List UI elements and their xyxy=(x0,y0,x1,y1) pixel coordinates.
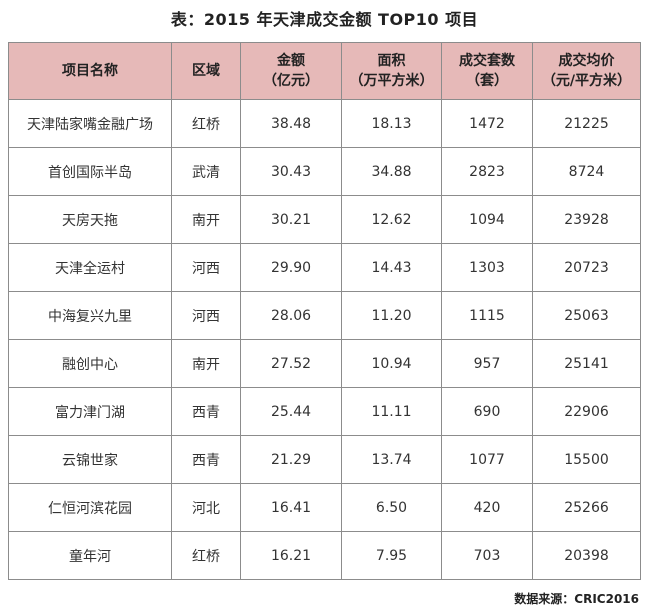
table-title: 表：2015 年天津成交金额 TOP10 项目 xyxy=(170,10,479,29)
data-source-note: 数据来源：CRIC2016 xyxy=(514,592,639,606)
header-line2: （万平方米） xyxy=(349,73,434,89)
header-line1: 成交套数 xyxy=(459,53,515,69)
cell-amount: 30.21 xyxy=(240,195,342,244)
cell-units: 1472 xyxy=(441,99,533,148)
cell-area: 10.94 xyxy=(341,339,442,388)
header-line2: （元/平方米） xyxy=(541,73,632,89)
cell-area: 11.20 xyxy=(341,291,442,340)
cell-avg-price: 20723 xyxy=(532,243,641,292)
header-district: 区域 xyxy=(171,42,241,100)
header-avg-price: 成交均价 （元/平方米） xyxy=(532,42,641,100)
cell-units: 1303 xyxy=(441,243,533,292)
cell-amount: 25.44 xyxy=(240,387,342,436)
cell-area: 18.13 xyxy=(341,99,442,148)
header-units: 成交套数 （套） xyxy=(441,42,533,100)
cell-units: 703 xyxy=(441,531,533,580)
table-row: 天津全运村 河西 29.90 14.43 1303 20723 xyxy=(8,243,641,292)
header-amount: 金额 （亿元） xyxy=(240,42,342,100)
cell-units: 1094 xyxy=(441,195,533,244)
cell-project-name: 中海复兴九里 xyxy=(8,291,172,340)
header-line1: 项目名称 xyxy=(62,63,118,79)
cell-district: 武清 xyxy=(171,147,241,196)
table-row: 童年河 红桥 16.21 7.95 703 20398 xyxy=(8,531,641,580)
table-row: 天房天拖 南开 30.21 12.62 1094 23928 xyxy=(8,195,641,244)
cell-project-name: 天房天拖 xyxy=(8,195,172,244)
cell-units: 690 xyxy=(441,387,533,436)
cell-amount: 16.41 xyxy=(240,483,342,532)
cell-project-name: 童年河 xyxy=(8,531,172,580)
table-container: 项目名称 区域 金额 （亿元） 面积 （万平方米） 成交套数 （套） xyxy=(8,42,641,580)
cell-project-name: 天津陆家嘴金融广场 xyxy=(8,99,172,148)
cell-project-name: 首创国际半岛 xyxy=(8,147,172,196)
cell-avg-price: 22906 xyxy=(532,387,641,436)
cell-amount: 38.48 xyxy=(240,99,342,148)
cell-district: 河西 xyxy=(171,243,241,292)
cell-area: 11.11 xyxy=(341,387,442,436)
header-line1: 面积 xyxy=(377,53,406,69)
top10-projects-table: 项目名称 区域 金额 （亿元） 面积 （万平方米） 成交套数 （套） xyxy=(8,42,641,580)
cell-amount: 21.29 xyxy=(240,435,342,484)
table-row: 仁恒河滨花园 河北 16.41 6.50 420 25266 xyxy=(8,483,641,532)
table-row: 富力津门湖 西青 25.44 11.11 690 22906 xyxy=(8,387,641,436)
cell-avg-price: 25141 xyxy=(532,339,641,388)
cell-district: 南开 xyxy=(171,339,241,388)
cell-units: 420 xyxy=(441,483,533,532)
cell-district: 南开 xyxy=(171,195,241,244)
cell-district: 红桥 xyxy=(171,99,241,148)
cell-units: 957 xyxy=(441,339,533,388)
cell-area: 14.43 xyxy=(341,243,442,292)
cell-area: 34.88 xyxy=(341,147,442,196)
cell-avg-price: 8724 xyxy=(532,147,641,196)
cell-project-name: 仁恒河滨花园 xyxy=(8,483,172,532)
cell-district: 河西 xyxy=(171,291,241,340)
cell-district: 西青 xyxy=(171,435,241,484)
cell-project-name: 融创中心 xyxy=(8,339,172,388)
table-row: 首创国际半岛 武清 30.43 34.88 2823 8724 xyxy=(8,147,641,196)
cell-amount: 27.52 xyxy=(240,339,342,388)
cell-project-name: 天津全运村 xyxy=(8,243,172,292)
table-row: 天津陆家嘴金融广场 红桥 38.48 18.13 1472 21225 xyxy=(8,99,641,148)
cell-area: 6.50 xyxy=(341,483,442,532)
table-row: 云锦世家 西青 21.29 13.74 1077 15500 xyxy=(8,435,641,484)
cell-avg-price: 23928 xyxy=(532,195,641,244)
cell-avg-price: 25063 xyxy=(532,291,641,340)
cell-project-name: 云锦世家 xyxy=(8,435,172,484)
cell-avg-price: 25266 xyxy=(532,483,641,532)
table-row: 中海复兴九里 河西 28.06 11.20 1115 25063 xyxy=(8,291,641,340)
header-line1: 区域 xyxy=(192,63,220,79)
cell-amount: 30.43 xyxy=(240,147,342,196)
cell-district: 西青 xyxy=(171,387,241,436)
cell-area: 13.74 xyxy=(341,435,442,484)
header-line2: （亿元） xyxy=(263,73,319,89)
header-line1: 金额 xyxy=(277,53,305,69)
cell-project-name: 富力津门湖 xyxy=(8,387,172,436)
cell-amount: 28.06 xyxy=(240,291,342,340)
cell-amount: 29.90 xyxy=(240,243,342,292)
cell-area: 7.95 xyxy=(341,531,442,580)
header-project-name: 项目名称 xyxy=(8,42,172,100)
header-area: 面积 （万平方米） xyxy=(341,42,442,100)
cell-avg-price: 21225 xyxy=(532,99,641,148)
cell-units: 2823 xyxy=(441,147,533,196)
cell-area: 12.62 xyxy=(341,195,442,244)
cell-units: 1115 xyxy=(441,291,533,340)
table-row: 融创中心 南开 27.52 10.94 957 25141 xyxy=(8,339,641,388)
cell-avg-price: 15500 xyxy=(532,435,641,484)
cell-amount: 16.21 xyxy=(240,531,342,580)
cell-district: 河北 xyxy=(171,483,241,532)
cell-avg-price: 20398 xyxy=(532,531,641,580)
header-row: 项目名称 区域 金额 （亿元） 面积 （万平方米） 成交套数 （套） xyxy=(8,42,641,100)
header-line2: （套） xyxy=(466,73,508,89)
header-line1: 成交均价 xyxy=(558,53,615,69)
cell-district: 红桥 xyxy=(171,531,241,580)
cell-units: 1077 xyxy=(441,435,533,484)
